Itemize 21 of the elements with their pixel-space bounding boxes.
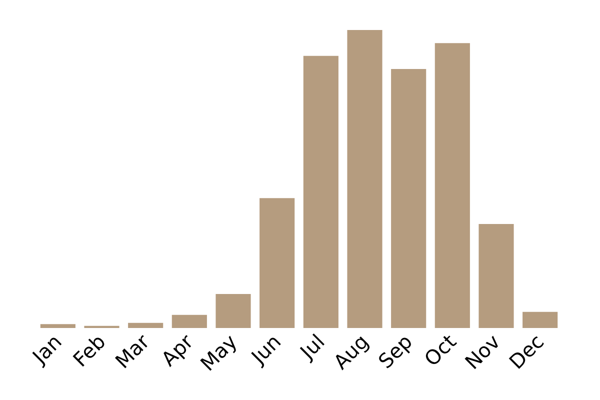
bar <box>260 198 295 328</box>
x-tick-label: Jan <box>26 330 66 370</box>
x-tick-label: Feb <box>68 330 110 372</box>
bar <box>391 69 426 328</box>
bar <box>478 224 514 328</box>
bar <box>172 314 207 328</box>
bar <box>303 56 338 328</box>
bar <box>216 294 251 328</box>
x-tick-label: Oct <box>419 329 462 371</box>
x-tick-label: Jul <box>294 330 330 365</box>
x-tick-label: Dec <box>504 330 549 374</box>
x-tick-label: Nov <box>460 329 505 374</box>
bar <box>434 43 470 328</box>
bar <box>40 324 76 328</box>
x-tick-label: Sep <box>373 330 418 374</box>
x-tick-label: Mar <box>110 328 155 374</box>
bar <box>128 322 164 328</box>
x-tick-label: Apr <box>156 328 198 371</box>
x-tick-label: Jun <box>245 330 286 370</box>
bar <box>522 312 558 328</box>
bar <box>347 30 382 328</box>
